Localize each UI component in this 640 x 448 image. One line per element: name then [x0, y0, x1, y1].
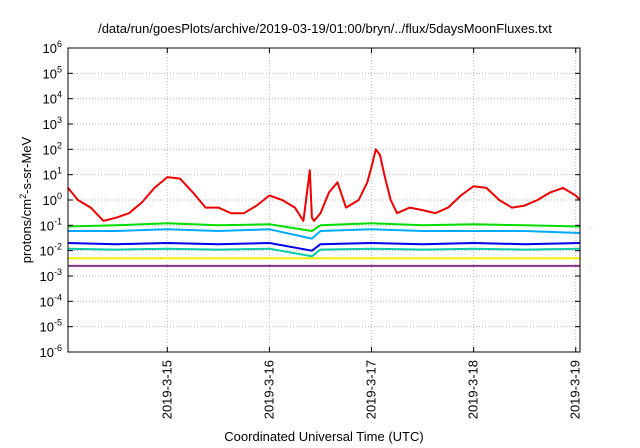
x-axis-label: Coordinated Universal Time (UTC) — [224, 429, 423, 444]
x-tick-label: 2019-3-15 — [159, 360, 174, 419]
series-line-5 — [67, 247, 581, 258]
y-axis-label: protons/cm2-s-sr-MeV — [18, 136, 34, 263]
y-tick-label: 10-5 — [40, 318, 62, 335]
y-tick-label: 104 — [43, 90, 62, 107]
x-tick-label: 2019-3-18 — [466, 360, 481, 419]
x-axis-ticks: 2019-3-15 2019-3-16 2019-3-17 2019-3-18 2019… — [159, 48, 583, 419]
series-line-1 — [67, 148, 581, 222]
y-tick-label: 103 — [43, 115, 62, 132]
y-tick-label: 10-2 — [40, 242, 62, 259]
series-line-3 — [68, 228, 581, 240]
series-line-2 — [67, 222, 581, 232]
y-tick-label: 105 — [43, 64, 62, 81]
y-axis-ticks: 10-6 10-5 10-4 10-3 10-2 10-1 100 101 102 103 104 1… — [40, 39, 580, 360]
y-tick-label: 10-6 — [40, 343, 62, 360]
y-tick-label: 106 — [43, 39, 62, 56]
y-tick-label: 10-4 — [40, 292, 62, 309]
y-tick-label: 101 — [43, 166, 62, 183]
x-tick-label: 2019-3-16 — [261, 360, 276, 419]
series-line-4 — [67, 242, 581, 252]
y-tick-label: 10-3 — [40, 267, 62, 284]
y-tick-label: 100 — [43, 191, 62, 208]
x-tick-label: 2019-3-19 — [568, 360, 583, 419]
y-tick-label: 102 — [43, 140, 62, 157]
data-series — [67, 148, 581, 267]
y-tick-label: 10-1 — [40, 216, 62, 233]
x-tick-label: 2019-3-17 — [364, 360, 379, 419]
chart-title: /data/run/goesPlots/archive/2019-03-19/0… — [98, 21, 552, 36]
